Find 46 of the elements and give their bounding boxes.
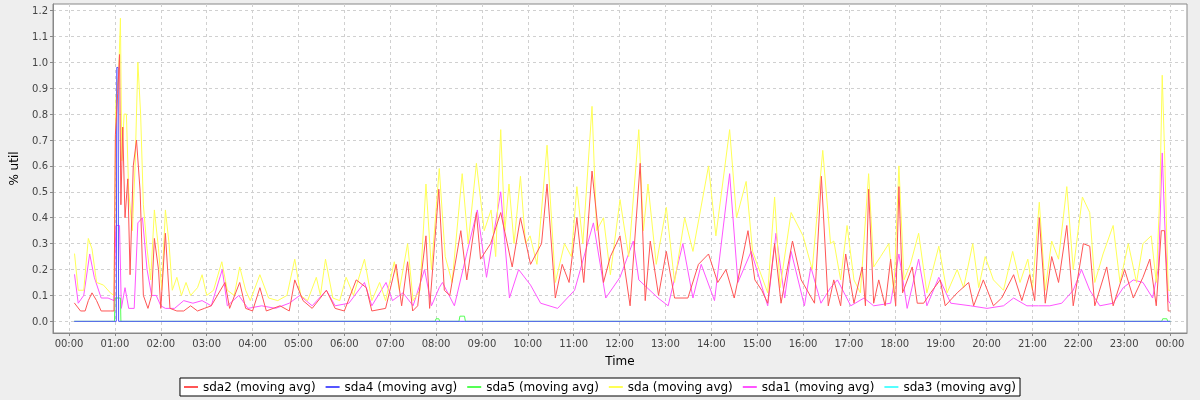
legend-label: sda2 (moving avg) [202,380,316,394]
x-tick-label: 06:00 [329,337,359,349]
legend-label: sda4 (moving avg) [344,380,458,394]
x-tick-label: 18:00 [880,337,910,349]
y-tick-label: 0.8 [32,108,48,120]
x-tick-label: 00:00 [1155,337,1185,349]
x-tick-label: 22:00 [1063,337,1093,349]
x-axis-title: Time [604,354,635,368]
y-tick-label: 1.2 [32,4,48,16]
y-tick-label: 0.3 [32,238,48,250]
x-tick-label: 12:00 [605,337,634,349]
x-tick-label: 01:00 [100,337,130,349]
y-axis-title: % util [7,151,21,186]
x-tick-label: 02:00 [146,337,176,349]
x-tick-label: 00:00 [54,337,84,349]
legend-label: sda5 (moving avg) [486,380,599,394]
legend-label: sda3 (moving avg) [903,380,1017,394]
y-tick-label: 0.1 [32,289,48,301]
x-tick-label: 04:00 [238,337,267,349]
x-tick-label: 13:00 [651,337,680,349]
x-tick-label: 21:00 [1017,337,1047,349]
x-tick-label: 15:00 [742,337,772,349]
y-tick-label: 0.9 [32,82,48,94]
y-tick-label: 0.0 [32,315,48,327]
legend-label: sda (moving avg) [627,380,733,394]
y-tick-label: 0.7 [32,134,48,146]
y-tick-label: 0.6 [32,160,48,172]
x-tick-label: 05:00 [284,337,313,349]
x-tick-label: 10:00 [513,337,543,349]
x-tick-label: 20:00 [972,337,1001,349]
y-tick-label: 0.4 [32,212,48,224]
x-tick-label: 23:00 [1109,337,1139,349]
x-tick-label: 08:00 [421,337,451,349]
x-tick-label: 16:00 [788,337,818,349]
x-tick-label: 09:00 [467,337,497,349]
x-tick-label: 14:00 [696,337,726,349]
legend-label: sda1 (moving avg) [761,380,875,394]
x-tick-label: 03:00 [192,337,222,349]
x-tick-label: 11:00 [559,337,589,349]
x-tick-label: 19:00 [926,337,956,349]
x-tick-label: 17:00 [834,337,864,349]
x-tick-label: 07:00 [375,337,405,349]
y-tick-label: 0.2 [32,264,48,276]
y-tick-label: 1.1 [32,30,48,42]
y-tick-label: 1.0 [32,56,48,68]
y-tick-label: 0.5 [32,186,48,198]
